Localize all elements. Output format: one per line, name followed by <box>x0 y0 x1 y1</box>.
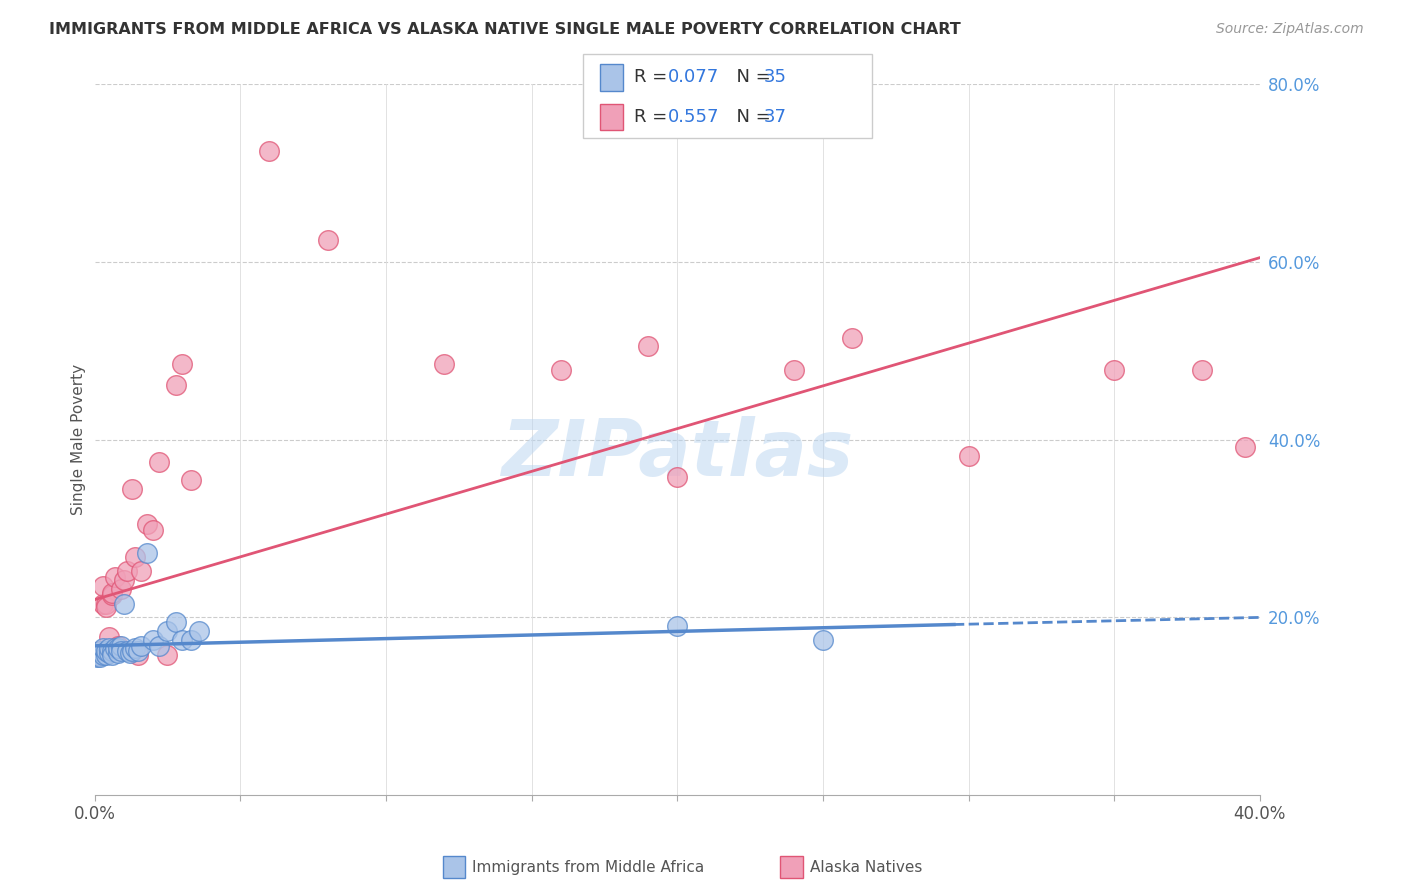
Point <box>101 585 124 599</box>
Point <box>101 644 124 658</box>
Point <box>1102 363 1125 377</box>
Point <box>783 363 806 377</box>
Point <box>180 473 202 487</box>
Point <box>259 144 281 158</box>
Point <box>107 646 129 660</box>
Point <box>666 619 689 633</box>
Point <box>180 632 202 647</box>
Text: Alaska Natives: Alaska Natives <box>810 860 922 874</box>
Point <box>811 632 834 647</box>
Text: 0.077: 0.077 <box>668 69 718 87</box>
Point <box>1191 363 1213 377</box>
Point <box>89 650 111 665</box>
Text: Source: ZipAtlas.com: Source: ZipAtlas.com <box>1216 22 1364 37</box>
Point <box>98 641 121 656</box>
Point <box>107 641 129 656</box>
Point <box>107 639 129 653</box>
Point <box>550 363 572 377</box>
Point <box>148 455 170 469</box>
Point <box>110 582 132 596</box>
Point <box>136 546 159 560</box>
Text: 37: 37 <box>763 108 786 126</box>
Point <box>101 588 124 602</box>
Point <box>86 646 108 660</box>
Point <box>142 524 165 538</box>
Point <box>841 330 863 344</box>
Point <box>89 644 111 658</box>
Point <box>98 630 121 644</box>
Point <box>170 357 193 371</box>
Point <box>188 624 211 638</box>
Point <box>165 615 187 629</box>
Point <box>666 470 689 484</box>
Text: 35: 35 <box>763 69 786 87</box>
Point <box>121 482 143 496</box>
Point <box>89 644 111 658</box>
Point <box>637 339 659 353</box>
Point <box>129 639 152 653</box>
Text: 0.557: 0.557 <box>668 108 720 126</box>
Text: N =: N = <box>725 108 778 126</box>
Point <box>124 641 146 656</box>
Point <box>96 644 118 658</box>
Text: Immigrants from Middle Africa: Immigrants from Middle Africa <box>472 860 704 874</box>
Point <box>121 644 143 658</box>
Point <box>91 579 114 593</box>
Point <box>127 644 149 658</box>
Point <box>156 648 179 662</box>
Point <box>129 564 152 578</box>
Point <box>96 597 118 611</box>
Text: ZIPatlas: ZIPatlas <box>501 416 853 492</box>
Point <box>91 641 114 656</box>
Text: IMMIGRANTS FROM MIDDLE AFRICA VS ALASKA NATIVE SINGLE MALE POVERTY CORRELATION C: IMMIGRANTS FROM MIDDLE AFRICA VS ALASKA … <box>49 22 960 37</box>
Point <box>86 648 108 662</box>
Point <box>115 564 138 578</box>
Point <box>86 650 108 665</box>
Text: N =: N = <box>725 69 778 87</box>
Point <box>136 517 159 532</box>
Point <box>127 648 149 662</box>
Y-axis label: Single Male Poverty: Single Male Poverty <box>72 364 86 516</box>
Point <box>112 597 135 611</box>
Point <box>104 570 127 584</box>
Point <box>98 646 121 660</box>
Point <box>96 599 118 614</box>
Point <box>118 646 141 660</box>
Text: R =: R = <box>634 69 673 87</box>
Point <box>112 573 135 587</box>
Point <box>124 549 146 564</box>
Point <box>101 648 124 662</box>
Point <box>110 644 132 658</box>
Point <box>316 233 339 247</box>
Point <box>156 624 179 638</box>
Point <box>91 648 114 662</box>
Point <box>96 648 118 662</box>
Point <box>142 632 165 647</box>
Point <box>115 644 138 658</box>
Point <box>110 639 132 653</box>
Point <box>148 639 170 653</box>
Point <box>104 641 127 656</box>
Point <box>957 449 980 463</box>
Point <box>86 648 108 662</box>
Point <box>170 632 193 647</box>
Point <box>91 597 114 611</box>
Point <box>1234 440 1257 454</box>
Text: R =: R = <box>634 108 673 126</box>
Point <box>165 377 187 392</box>
Point <box>433 357 456 371</box>
